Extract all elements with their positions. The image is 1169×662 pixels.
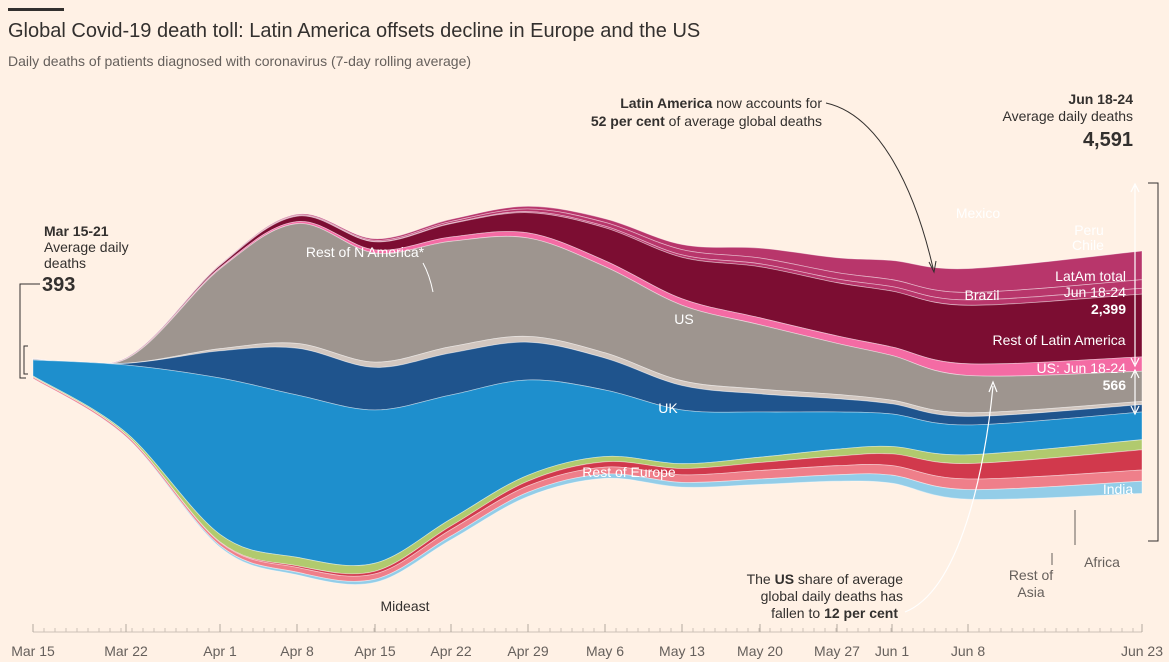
start-connector (19, 283, 40, 379)
series-label-india: India (1103, 481, 1134, 497)
x-tick-label: Apr 15 (354, 643, 395, 659)
latam-total-label: LatAm total (1055, 268, 1126, 284)
start-period-label: Mar 15-21 (44, 223, 109, 239)
start-avg-label-2: deaths (44, 255, 86, 271)
x-tick-label: Mar 15 (11, 643, 55, 659)
us-share-line1: The US share of average (747, 571, 904, 587)
rest-n-america-leader (422, 262, 434, 293)
series-label-rest-of-latin-america: Rest of Latin America (992, 332, 1125, 348)
latam-total-arrow-top (1130, 182, 1140, 193)
x-tick-label: Jun 1 (875, 643, 909, 659)
series-label-brazil: Brazil (964, 287, 999, 303)
series-label-mideast: Mideast (380, 598, 429, 614)
series-label-rest-of-europe: Rest of Europe (582, 464, 676, 480)
x-tick-label: May 13 (659, 643, 705, 659)
us-share-line3: fallen to 12 per cent (771, 605, 898, 621)
series-label-peru: Peru (1074, 222, 1104, 238)
chart-subtitle: Daily deaths of patients diagnosed with … (8, 53, 472, 69)
end-period-label: Jun 18-24 (1068, 91, 1133, 107)
x-tick-label: Jun 23 (1121, 643, 1163, 659)
chart-title: Global Covid-19 death toll: Latin Americ… (8, 20, 701, 42)
series-label-mexico: Mexico (956, 205, 1001, 221)
latam-total-arrow-bottom (1130, 357, 1140, 368)
series-label-rest-of-n-america: Rest of N America* (306, 244, 425, 260)
us-share-line2: global daily deaths has (761, 588, 903, 604)
us-period-label: US: Jun 18-24 (1037, 360, 1127, 376)
start-bracket (23, 345, 28, 375)
end-bracket (1148, 182, 1159, 542)
latam-note-line2: 52 per cent of average global deaths (591, 113, 822, 129)
series-label-rest-of-asia-2: Asia (1017, 584, 1044, 600)
start-value: 393 (42, 274, 75, 296)
latam-total-value: 2,399 (1091, 301, 1126, 317)
x-tick-label: Apr 8 (280, 643, 314, 659)
x-axis: Mar 15 Mar 22 Apr 1 Apr 8 Apr 15 Apr 22 Apr 29… (11, 624, 1163, 659)
x-tick-label: Jun 8 (951, 643, 985, 659)
series-label-rest-of-asia: Rest of (1009, 567, 1053, 583)
latam-arrow (825, 102, 934, 269)
latam-note-line1: Latin America now accounts for (620, 95, 822, 111)
x-tick-label: May 27 (814, 643, 860, 659)
x-tick-label: May 6 (586, 643, 624, 659)
series-label-africa: Africa (1084, 554, 1120, 570)
series-label-us: US (674, 311, 693, 327)
us-arrow-bottom (1130, 405, 1140, 416)
x-tick-label: Apr 1 (203, 643, 237, 659)
x-tick-label: Apr 29 (507, 643, 548, 659)
stream-africa (32, 377, 1143, 585)
stream-uk (32, 341, 1143, 426)
us-share-arrow-head (988, 380, 998, 393)
end-value: 4,591 (1083, 129, 1133, 151)
x-tick-label: Mar 22 (104, 643, 148, 659)
latam-arrow-head (928, 260, 937, 274)
us-arrow-top (1130, 368, 1140, 379)
us-share-arrow (904, 385, 994, 613)
series-label-chile: Chile (1072, 237, 1104, 253)
start-avg-label: Average daily (44, 239, 129, 255)
x-tick-label: Apr 22 (430, 643, 471, 659)
us-value: 566 (1103, 377, 1127, 393)
stream-rest-of-n-america (32, 335, 1143, 417)
end-avg-label: Average daily deaths (1003, 108, 1134, 124)
series-label-uk: UK (658, 400, 678, 416)
latam-total-period: Jun 18-24 (1064, 284, 1126, 300)
x-tick-label: May 20 (737, 643, 783, 659)
stream-us (32, 223, 1143, 414)
stream-layers (32, 205, 1143, 585)
top-rule (8, 8, 64, 11)
